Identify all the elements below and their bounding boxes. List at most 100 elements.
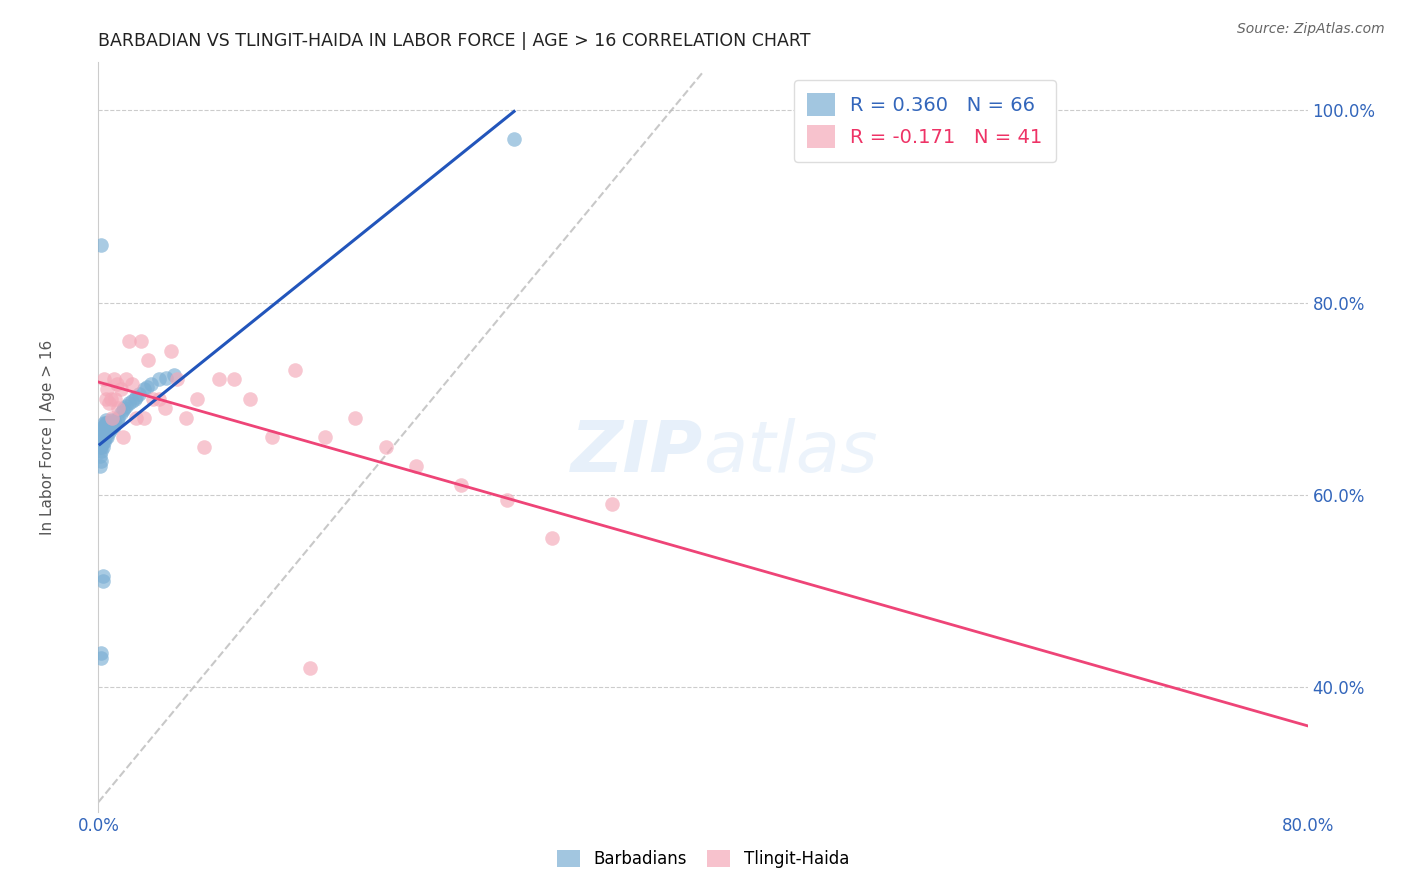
- Point: [89, 458, 111, 473]
- Point: [103, 413, 125, 427]
- Point: [96, 420, 118, 434]
- Point: [98, 396, 121, 410]
- Point: [100, 413, 122, 427]
- Point: [114, 400, 136, 414]
- Point: [90, 430, 112, 444]
- Point: [110, 406, 132, 420]
- Point: [121, 393, 143, 408]
- Point: [374, 440, 396, 454]
- Point: [89, 450, 111, 464]
- Point: [125, 410, 148, 425]
- Point: [93, 422, 115, 436]
- Point: [91, 422, 114, 436]
- Point: [118, 334, 141, 348]
- Point: [132, 410, 155, 425]
- Point: [96, 382, 118, 396]
- Point: [125, 390, 148, 404]
- Point: [100, 392, 122, 406]
- Point: [103, 372, 125, 386]
- Point: [602, 497, 624, 511]
- Point: [153, 401, 176, 416]
- Point: [91, 420, 114, 434]
- Point: [91, 574, 114, 589]
- Point: [148, 372, 170, 386]
- Point: [540, 531, 562, 545]
- Point: [148, 392, 170, 406]
- Point: [101, 420, 124, 434]
- Point: [503, 132, 526, 146]
- Point: [91, 430, 114, 444]
- Point: [94, 416, 117, 430]
- Point: [112, 401, 135, 416]
- Point: [94, 413, 117, 427]
- Point: [100, 418, 122, 433]
- Point: [91, 569, 114, 583]
- Point: [90, 440, 112, 454]
- Point: [91, 434, 114, 449]
- Point: [136, 353, 159, 368]
- Point: [121, 377, 143, 392]
- Point: [118, 396, 141, 410]
- Point: [90, 434, 112, 449]
- Point: [90, 444, 112, 458]
- Point: [105, 413, 128, 427]
- Text: BARBADIAN VS TLINGIT-HAIDA IN LABOR FORCE | AGE > 16 CORRELATION CHART: BARBADIAN VS TLINGIT-HAIDA IN LABOR FORC…: [98, 32, 811, 50]
- Point: [90, 238, 112, 252]
- Point: [98, 420, 121, 434]
- Point: [208, 372, 231, 386]
- Point: [96, 425, 118, 440]
- Point: [124, 392, 146, 406]
- Point: [405, 458, 427, 473]
- Point: [90, 454, 112, 468]
- Point: [91, 428, 114, 442]
- Point: [239, 392, 262, 406]
- Point: [132, 382, 155, 396]
- Point: [105, 377, 128, 392]
- Point: [96, 416, 118, 430]
- Point: [224, 372, 246, 386]
- Point: [163, 368, 186, 382]
- Point: [104, 416, 127, 430]
- Point: [96, 430, 118, 444]
- Point: [160, 343, 183, 358]
- Point: [93, 418, 115, 433]
- Point: [110, 382, 132, 396]
- Point: [94, 430, 117, 444]
- Point: [107, 410, 129, 425]
- Point: [101, 416, 124, 430]
- Point: [91, 425, 114, 440]
- Point: [94, 422, 117, 436]
- Point: [142, 392, 165, 406]
- Point: [98, 416, 121, 430]
- Point: [90, 646, 112, 660]
- Point: [91, 432, 114, 446]
- Point: [90, 651, 112, 665]
- Point: [91, 440, 114, 454]
- Point: [450, 478, 472, 492]
- Point: [129, 334, 152, 348]
- Point: [94, 418, 117, 433]
- Point: [314, 430, 336, 444]
- Point: [101, 410, 124, 425]
- Point: [93, 425, 115, 440]
- Point: [114, 372, 136, 386]
- Point: [111, 403, 134, 417]
- Text: atlas: atlas: [703, 417, 877, 486]
- Point: [89, 440, 111, 454]
- Text: ZIP: ZIP: [571, 417, 703, 486]
- Point: [141, 377, 163, 392]
- Point: [155, 370, 177, 384]
- Point: [93, 372, 115, 386]
- Text: In Labor Force | Age > 16: In Labor Force | Age > 16: [39, 340, 56, 534]
- Point: [93, 434, 115, 449]
- Point: [94, 392, 117, 406]
- Point: [111, 430, 134, 444]
- Point: [193, 440, 215, 454]
- Point: [299, 660, 322, 674]
- Point: [135, 380, 157, 394]
- Point: [104, 392, 127, 406]
- Point: [262, 430, 284, 444]
- Point: [174, 410, 197, 425]
- Point: [98, 425, 121, 440]
- Point: [100, 422, 122, 436]
